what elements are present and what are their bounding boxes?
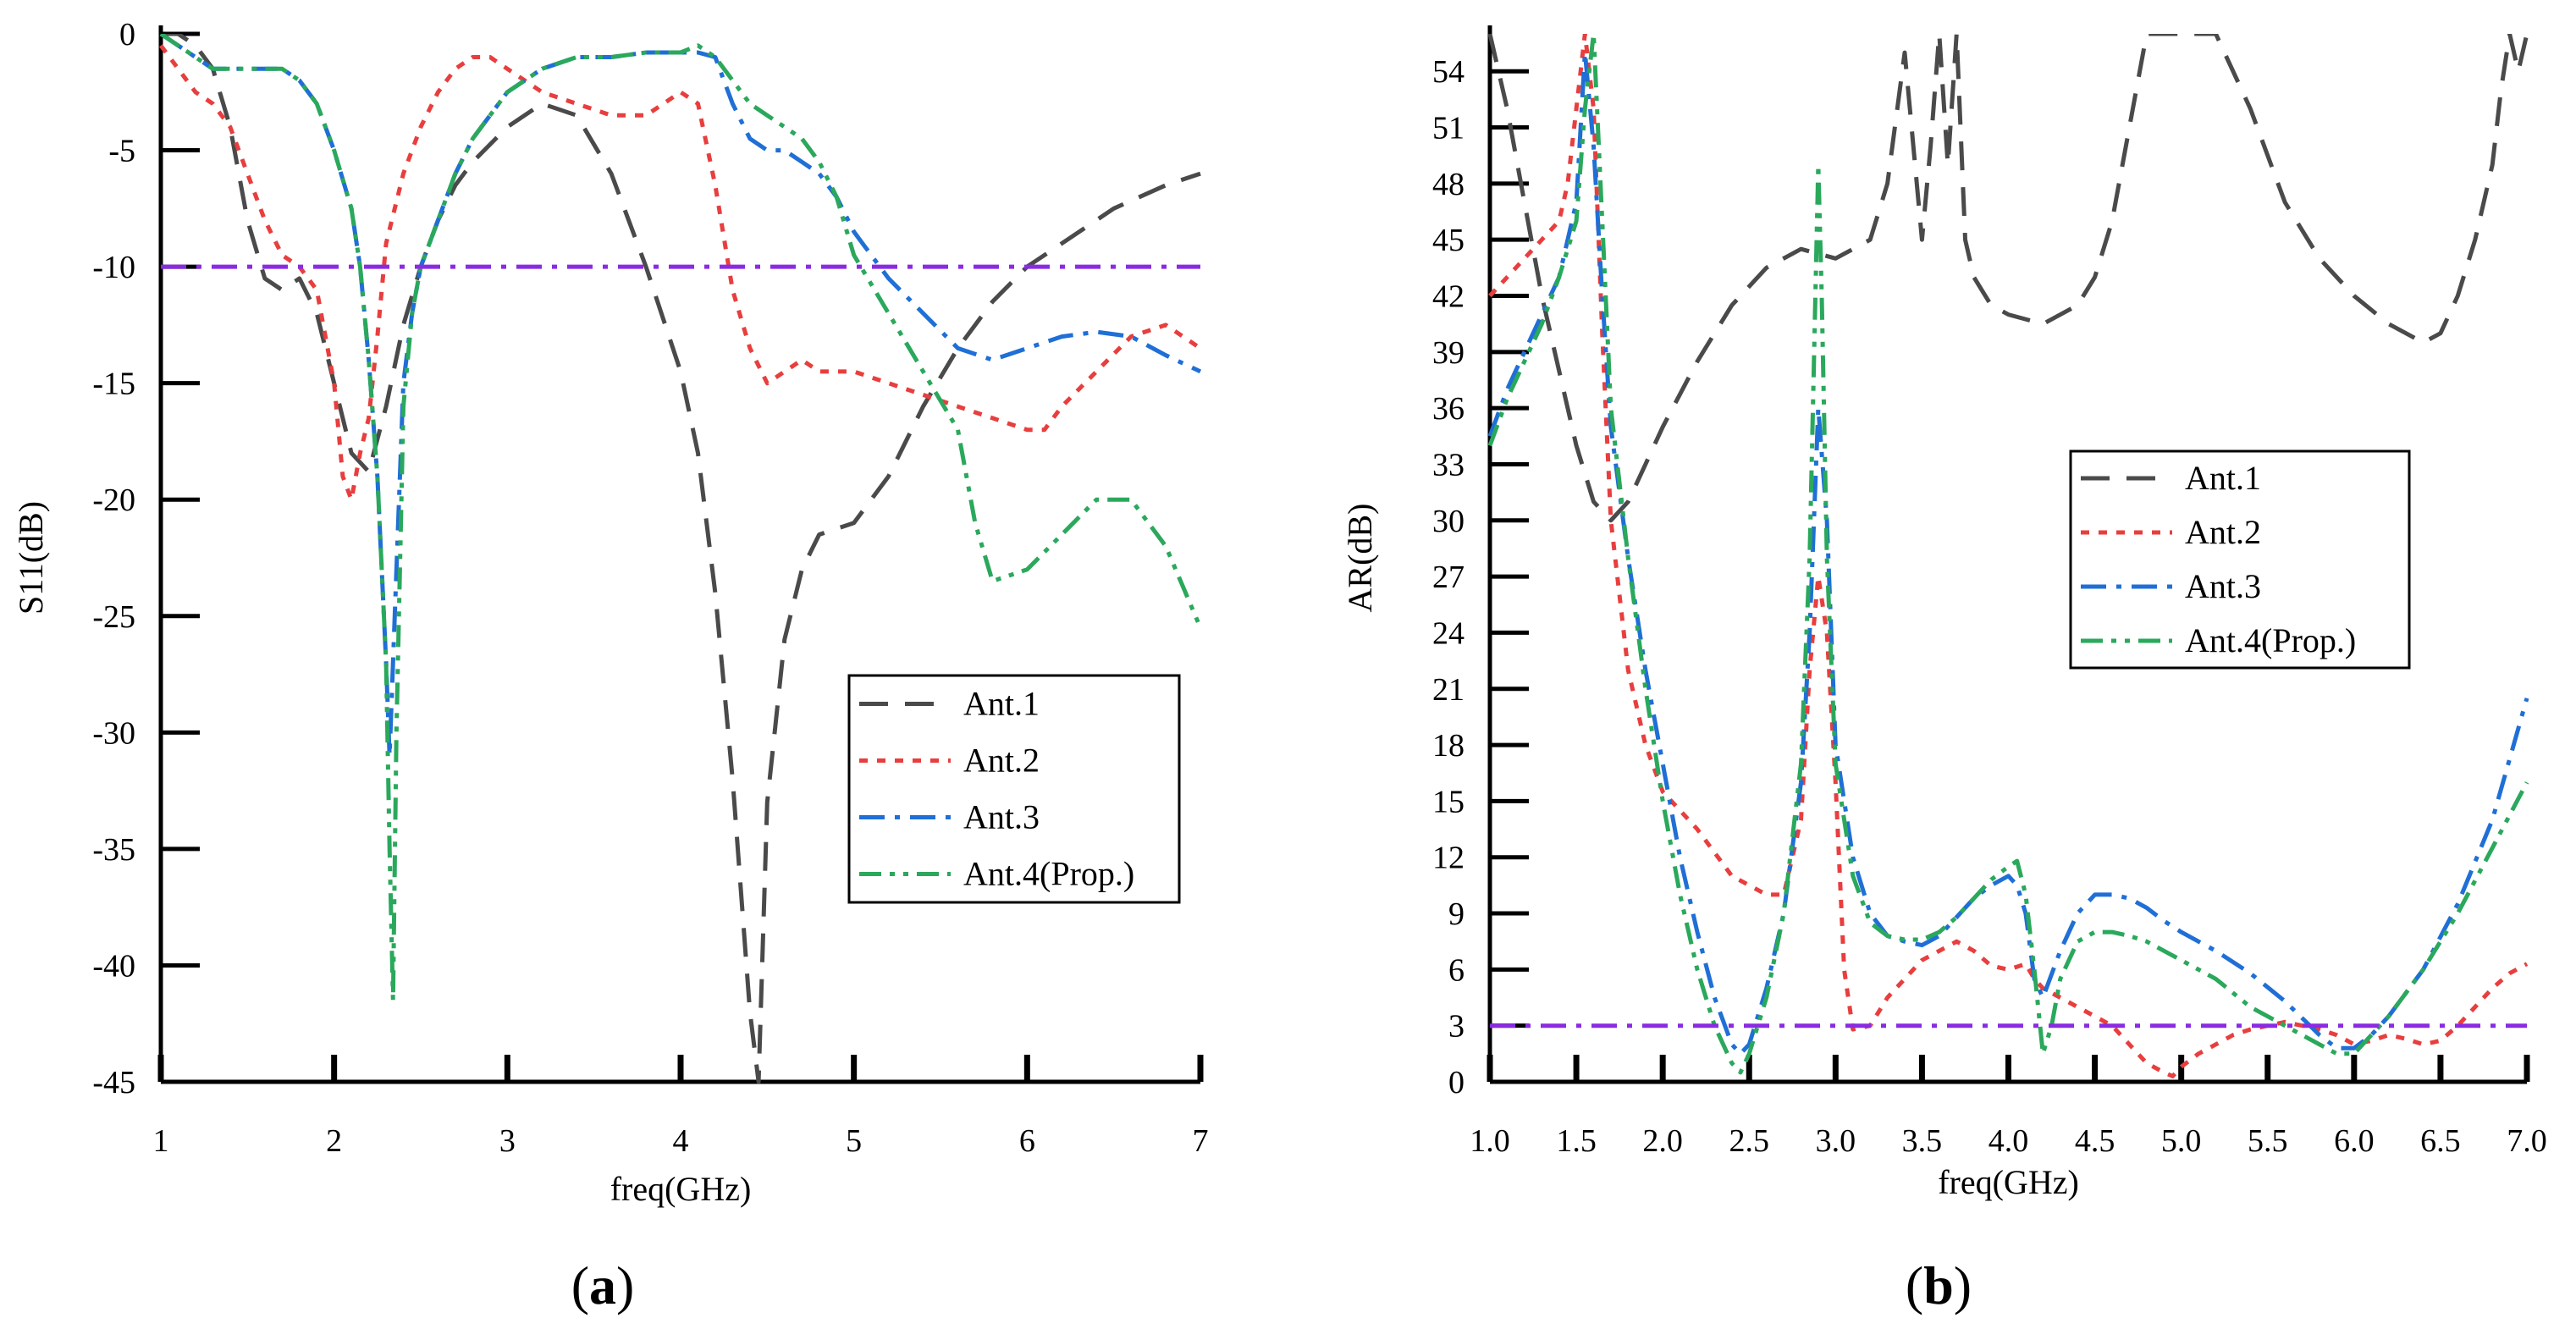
legend-box <box>847 674 1181 904</box>
x-tick-label: 3.5 <box>1902 1123 1943 1159</box>
x-tick-label: 4.0 <box>1989 1123 2029 1159</box>
x-tick-label: 5.5 <box>2248 1123 2288 1159</box>
legend-entry-label: Ant.3 <box>963 798 1040 836</box>
y-tick-label: 24 <box>1432 615 1465 651</box>
y-tick-label: -35 <box>92 832 135 868</box>
series-line-ant-2 <box>159 44 1202 502</box>
y-tick-label: 9 <box>1448 896 1465 932</box>
x-tick-label: 5 <box>846 1123 862 1159</box>
y-tick-label: 45 <box>1432 223 1465 258</box>
chart-a-series <box>159 34 1202 1084</box>
panel-a-caption: (a) <box>571 1255 635 1315</box>
chart-a-x-axis-label: freq(GHz) <box>610 1170 752 1208</box>
y-tick-label: 48 <box>1432 167 1465 202</box>
chart-a-axes <box>157 25 1204 1084</box>
legend-entry-label: Ant.1 <box>2185 459 2261 497</box>
y-tick-label: -20 <box>92 483 135 518</box>
chart-a-legend: Ant.1 Ant.2 Ant.3 Ant.4(Prop.) <box>847 674 1181 904</box>
panel-a-caption-letter: a <box>589 1255 616 1315</box>
series-line-ant-4-prop <box>159 34 1202 1003</box>
x-tick-label: 2.5 <box>1729 1123 1770 1159</box>
y-tick-label: -30 <box>92 715 135 751</box>
legend-entry-label: Ant.4(Prop.) <box>2185 621 2356 659</box>
panel-a-caption-open: ( <box>571 1255 589 1315</box>
y-tick-label: 21 <box>1432 672 1465 708</box>
x-tick-label: 3.0 <box>1816 1123 1856 1159</box>
y-tick-label: 30 <box>1432 504 1465 539</box>
y-tick-label: 12 <box>1432 841 1465 876</box>
chart-b-tick-labels: 1.0 1.5 2.0 2.5 3.0 3.5 4.0 4.5 5.0 5.5 6.0 6.5 7.0 0… <box>1432 54 2547 1159</box>
x-tick-label: 7.0 <box>2507 1123 2547 1159</box>
y-tick-label: 0 <box>1448 1065 1465 1100</box>
legend-entry-label: Ant.1 <box>963 685 1040 723</box>
series-line-ant-1 <box>161 34 1201 1084</box>
series-line-ant-1 <box>1488 34 2529 523</box>
chart-a-tick-labels: 1 2 3 4 5 6 7 0 -5 -10 -15 -20 -25 -30 -35 -40 -45 <box>92 17 1208 1159</box>
x-tick-label: 7 <box>1193 1123 1209 1159</box>
y-tick-label: -10 <box>92 250 135 285</box>
chart-b-y-axis-label: AR(dB) <box>1341 504 1379 613</box>
y-tick-label: 54 <box>1432 54 1465 90</box>
series-line-ant-4-prop <box>1488 34 2529 1075</box>
y-tick-label: 27 <box>1432 560 1465 595</box>
chart-a: 1 2 3 4 5 6 7 0 -5 -10 -15 -20 -25 -30 -35 -40 -45 freq(… <box>12 17 1209 1208</box>
x-tick-label: 1.5 <box>1556 1123 1597 1159</box>
y-tick-label: 36 <box>1432 391 1465 427</box>
y-tick-label: 6 <box>1448 952 1465 988</box>
y-tick-label: -45 <box>92 1065 135 1100</box>
y-tick-label: 3 <box>1448 1009 1465 1045</box>
chart-b: 1.0 1.5 2.0 2.5 3.0 3.5 4.0 4.5 5.0 5.5 6.0 6.5 7.0 0… <box>1341 25 2547 1201</box>
chart-a-y-axis-label: S11(dB) <box>12 501 50 615</box>
panel-b-caption-letter: b <box>1923 1255 1954 1315</box>
x-tick-label: 6.5 <box>2420 1123 2461 1159</box>
y-tick-label: -40 <box>92 948 135 984</box>
chart-b-axes <box>1487 25 2530 1084</box>
x-tick-label: 1 <box>153 1123 169 1159</box>
x-tick-label: 6.0 <box>2334 1123 2375 1159</box>
panel-a-caption-close: ) <box>616 1255 634 1315</box>
y-tick-label: 18 <box>1432 728 1465 764</box>
x-tick-label: 4 <box>673 1123 689 1159</box>
panel-b-caption-close: ) <box>1954 1255 1972 1315</box>
y-tick-label: 51 <box>1432 111 1465 146</box>
legend-box <box>2069 449 2411 670</box>
x-tick-label: 2.0 <box>1642 1123 1683 1159</box>
x-tick-label: 3 <box>499 1123 516 1159</box>
chart-b-legend: Ant.1 Ant.2 Ant.3 Ant.4(Prop.) <box>2069 449 2411 670</box>
y-tick-label: 15 <box>1432 784 1465 819</box>
legend-entry-label: Ant.4(Prop.) <box>963 855 1134 893</box>
legend-entry-label: Ant.2 <box>2185 513 2261 551</box>
x-tick-label: 1.0 <box>1470 1123 1510 1159</box>
chart-b-series <box>1488 34 2529 1078</box>
x-tick-label: 5.0 <box>2161 1123 2202 1159</box>
x-tick-label: 2 <box>326 1123 342 1159</box>
panel-b-caption: (b) <box>1906 1255 1972 1315</box>
series-line-ant-3 <box>159 34 1202 758</box>
chart-b-x-axis-label: freq(GHz) <box>1938 1163 2079 1201</box>
x-tick-label: 4.5 <box>2075 1123 2115 1159</box>
y-tick-label: 0 <box>119 17 135 52</box>
y-tick-label: -25 <box>92 599 135 635</box>
x-tick-label: 6 <box>1019 1123 1035 1159</box>
y-tick-label: -5 <box>108 134 135 169</box>
y-tick-label: 39 <box>1432 335 1465 371</box>
y-tick-label: 42 <box>1432 279 1465 315</box>
series-line-ant-2 <box>1488 34 2529 1078</box>
legend-entry-label: Ant.3 <box>2185 567 2261 605</box>
panel-b-caption-open: ( <box>1906 1255 1923 1315</box>
y-tick-label: 33 <box>1432 447 1465 483</box>
legend-entry-label: Ant.2 <box>963 742 1040 780</box>
y-tick-label: -15 <box>92 367 135 402</box>
